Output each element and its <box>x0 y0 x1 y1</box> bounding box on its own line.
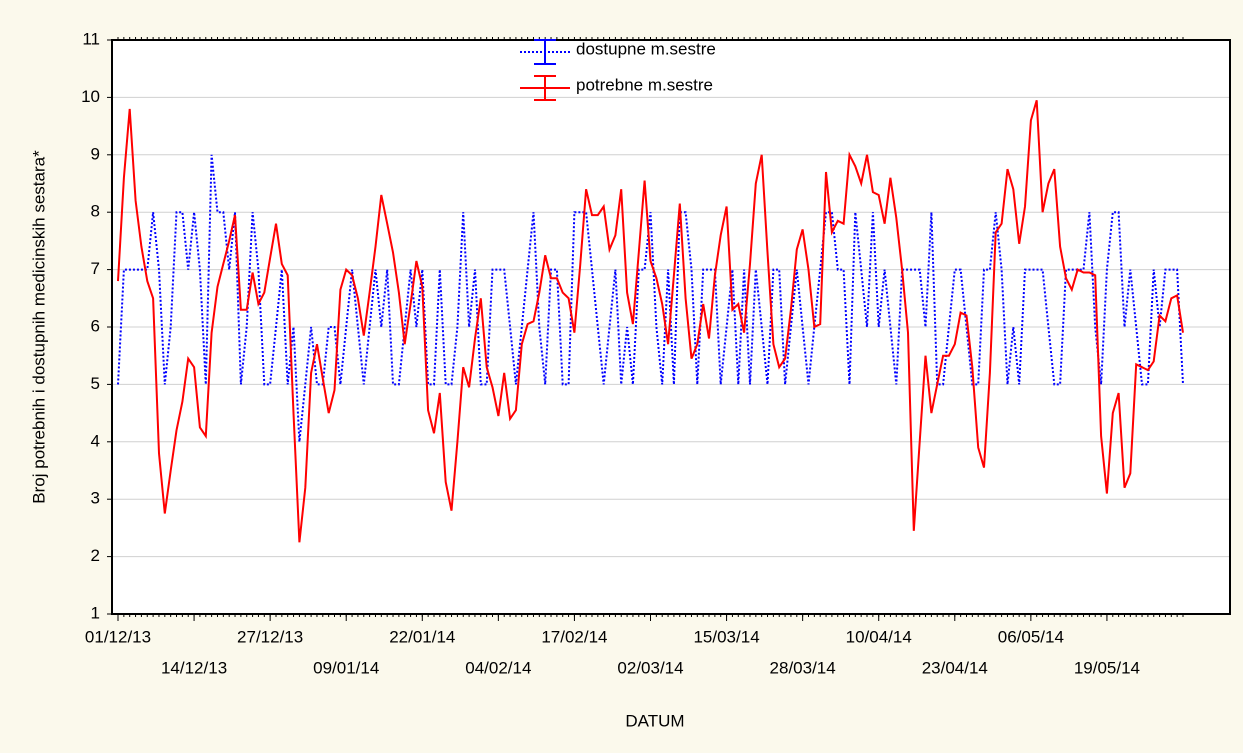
legend-label: potrebne m.sestre <box>576 75 713 94</box>
y-tick-label: 4 <box>91 431 100 450</box>
x-tick-label: 10/04/14 <box>846 627 912 646</box>
y-tick-label: 5 <box>91 374 100 393</box>
x-tick-label: 22/01/14 <box>389 627 455 646</box>
y-axis-title: Broj potrebnih i dostupnih medicinskih s… <box>29 150 48 504</box>
x-axis-title: DATUM <box>625 711 684 730</box>
x-tick-label: 28/03/14 <box>770 658 836 677</box>
x-tick-label: 15/03/14 <box>693 627 759 646</box>
y-tick-label: 7 <box>91 259 100 278</box>
x-tick-label: 02/03/14 <box>617 658 683 677</box>
y-tick-label: 2 <box>91 546 100 565</box>
y-tick-label: 3 <box>91 489 100 508</box>
x-tick-label: 23/04/14 <box>922 658 988 677</box>
x-tick-label: 04/02/14 <box>465 658 531 677</box>
y-tick-label: 6 <box>91 316 100 335</box>
x-tick-label: 09/01/14 <box>313 658 379 677</box>
y-tick-label: 9 <box>91 144 100 163</box>
x-tick-label: 01/12/13 <box>85 627 151 646</box>
legend-label: dostupne m.sestre <box>576 39 716 58</box>
y-tick-label: 8 <box>91 202 100 221</box>
x-tick-label: 19/05/14 <box>1074 658 1140 677</box>
series-line <box>117 100 1184 543</box>
x-tick-label: 06/05/14 <box>998 627 1064 646</box>
plot-frame <box>111 39 1231 615</box>
y-tick-label: 11 <box>82 29 100 48</box>
y-tick-label: 10 <box>81 87 100 106</box>
x-tick-label: 14/12/13 <box>161 658 227 677</box>
series-line <box>117 154 1184 442</box>
y-tick-label: 1 <box>91 603 100 622</box>
x-tick-label: 27/12/13 <box>237 627 303 646</box>
x-tick-label: 17/02/14 <box>541 627 607 646</box>
